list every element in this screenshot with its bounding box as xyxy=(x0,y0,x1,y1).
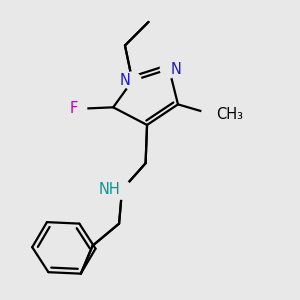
Circle shape xyxy=(124,72,141,90)
Text: CH₃: CH₃ xyxy=(216,107,243,122)
Circle shape xyxy=(202,103,225,126)
Circle shape xyxy=(112,180,131,199)
Text: N: N xyxy=(171,61,182,76)
Circle shape xyxy=(160,60,178,78)
Text: N: N xyxy=(120,73,131,88)
Circle shape xyxy=(72,101,87,116)
Text: NH: NH xyxy=(99,182,121,197)
Text: F: F xyxy=(70,101,78,116)
